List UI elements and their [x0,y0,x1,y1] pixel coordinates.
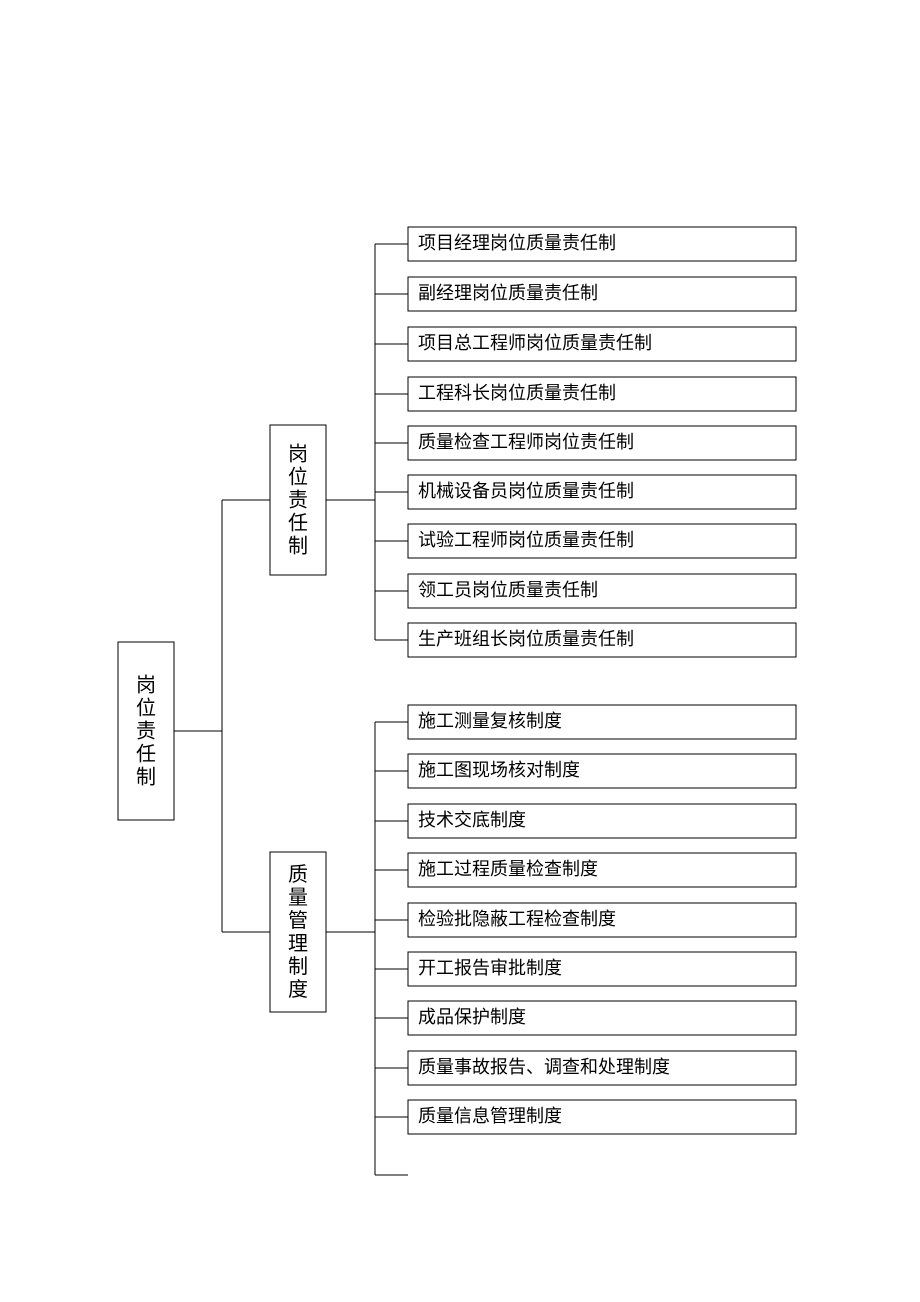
org-tree-diagram: 岗位责任制岗位责任制项目经理岗位质量责任制副经理岗位质量责任制项目总工程师岗位质… [0,0,920,1302]
leaf-label: 试验工程师岗位质量责任制 [418,530,634,550]
leaf-label: 项目总工程师岗位质量责任制 [418,333,652,353]
leaf-label: 施工测量复核制度 [418,711,562,731]
leaf-label: 质量检查工程师岗位责任制 [418,432,634,452]
leaf-label: 开工报告审批制度 [418,958,562,978]
leaf-label: 质量信息管理制度 [418,1106,562,1126]
leaf-label: 工程科长岗位质量责任制 [418,383,616,403]
leaf-label: 技术交底制度 [418,810,526,830]
leaf-label: 质量事故报告、调查和处理制度 [418,1057,670,1077]
root-label: 岗位责任制 [136,674,156,789]
leaf-label: 生产班组长岗位质量责任制 [418,629,634,649]
leaf-label: 机械设备员岗位质量责任制 [418,481,634,501]
leaf-label: 施工过程质量检查制度 [418,859,598,879]
branch-label: 岗位责任制 [288,443,308,558]
leaf-label: 副经理岗位质量责任制 [418,283,598,303]
leaf-label: 成品保护制度 [418,1007,526,1027]
leaf-label: 领工员岗位质量责任制 [418,580,598,600]
leaf-label: 施工图现场核对制度 [418,760,580,780]
leaf-label: 检验批隐蔽工程检查制度 [418,909,616,929]
leaf-label: 项目经理岗位质量责任制 [418,233,616,253]
